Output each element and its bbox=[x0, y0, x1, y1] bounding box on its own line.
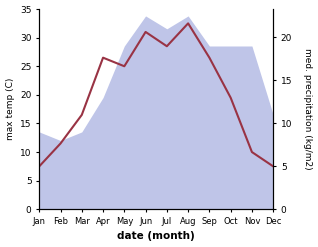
Y-axis label: med. precipitation (kg/m2): med. precipitation (kg/m2) bbox=[303, 48, 313, 170]
Y-axis label: max temp (C): max temp (C) bbox=[5, 78, 15, 140]
X-axis label: date (month): date (month) bbox=[117, 231, 195, 242]
